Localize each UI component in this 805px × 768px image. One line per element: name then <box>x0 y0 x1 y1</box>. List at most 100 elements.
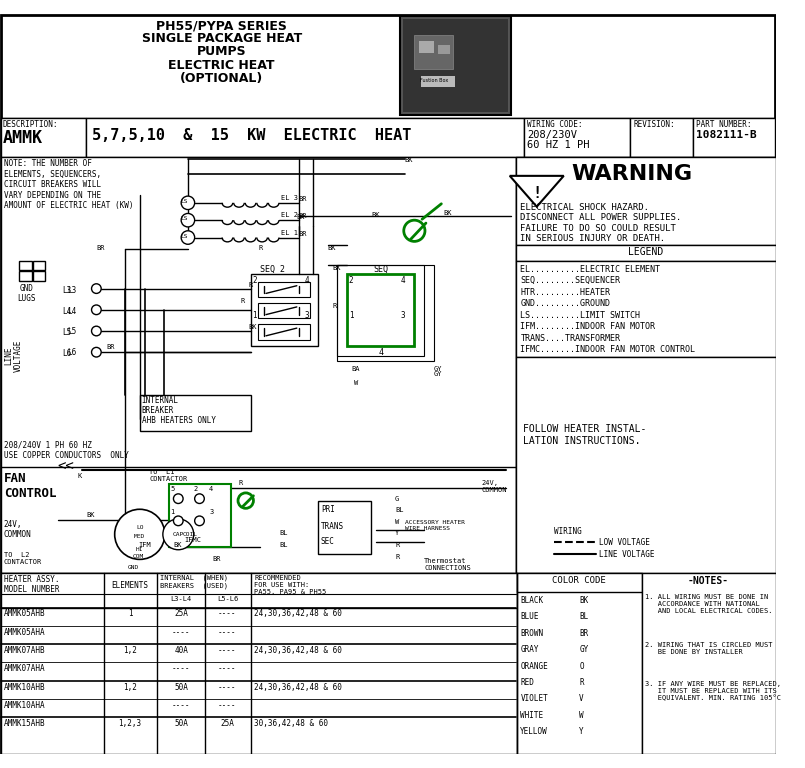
Bar <box>524 118 630 157</box>
Text: LINE
VOLTAGE: LINE VOLTAGE <box>4 340 23 372</box>
Text: R: R <box>241 298 246 304</box>
Text: Y: Y <box>579 727 584 736</box>
Bar <box>400 16 510 115</box>
Text: WHITE: WHITE <box>520 710 543 720</box>
Circle shape <box>404 220 425 241</box>
Text: BK: BK <box>371 211 379 217</box>
Text: HI: HI <box>136 547 143 552</box>
Bar <box>258 303 310 319</box>
Text: GND
LUGS: GND LUGS <box>18 284 36 303</box>
Text: 40A: 40A <box>174 646 188 655</box>
Text: LO: LO <box>136 525 143 530</box>
Bar <box>421 75 455 88</box>
Bar <box>258 324 310 339</box>
Text: 24V,
COMMON: 24V, COMMON <box>4 520 31 539</box>
Text: 4: 4 <box>378 349 383 357</box>
Circle shape <box>181 230 195 244</box>
Text: TO  L2
CONTACTOR: TO L2 CONTACTOR <box>4 551 42 564</box>
Text: ORANGE: ORANGE <box>520 661 548 670</box>
Text: IFM: IFM <box>138 542 151 548</box>
Circle shape <box>92 284 101 293</box>
Text: 1,2: 1,2 <box>123 646 137 655</box>
Text: COM: COM <box>132 554 143 558</box>
Text: TO  L1
CONTACTOR: TO L1 CONTACTOR <box>150 468 188 482</box>
Text: L4: L4 <box>63 307 72 316</box>
Circle shape <box>181 214 195 227</box>
Text: 1: 1 <box>171 509 175 515</box>
Text: ----: ---- <box>172 701 191 710</box>
Bar <box>33 260 45 270</box>
Text: R: R <box>395 542 399 548</box>
Text: 60 HZ 1 PH: 60 HZ 1 PH <box>527 141 589 151</box>
Bar <box>19 271 32 281</box>
Bar <box>402 18 508 112</box>
Text: <<: << <box>58 459 75 473</box>
Polygon shape <box>510 176 564 207</box>
Circle shape <box>173 516 183 525</box>
Bar <box>250 274 318 346</box>
Text: 4: 4 <box>209 486 213 492</box>
Text: R: R <box>258 245 262 251</box>
Text: 2: 2 <box>253 276 257 285</box>
Text: O: O <box>579 661 584 670</box>
Text: ----: ---- <box>218 627 237 637</box>
Text: EL 2: EL 2 <box>282 213 299 218</box>
Text: INTERNAL
BREAKER
AHB HEATERS ONLY: INTERNAL BREAKER AHB HEATERS ONLY <box>142 396 216 425</box>
Text: 3: 3 <box>304 311 309 319</box>
Bar <box>318 501 371 554</box>
Text: GY: GY <box>434 370 442 376</box>
Text: SEQ: SEQ <box>374 264 388 273</box>
Text: R: R <box>579 678 584 687</box>
Text: 1,2: 1,2 <box>123 683 137 692</box>
Text: SEQ 2: SEQ 2 <box>260 264 285 273</box>
Text: AMMK15AHB: AMMK15AHB <box>4 720 45 728</box>
Text: ----: ---- <box>172 664 191 674</box>
Text: 30,36,42,48 & 60: 30,36,42,48 & 60 <box>254 720 328 728</box>
Text: EL..........ELECTRIC ELEMENT: EL..........ELECTRIC ELEMENT <box>520 264 660 273</box>
Text: 3. IF ANY WIRE MUST BE REPLACED,
   IT MUST BE REPLACED WITH ITS
   EQUIVALENT. : 3. IF ANY WIRE MUST BE REPLACED, IT MUST… <box>645 680 781 701</box>
Text: SINGLE PACKAGE HEAT: SINGLE PACKAGE HEAT <box>142 32 302 45</box>
Circle shape <box>163 519 194 550</box>
Text: !: ! <box>532 186 541 200</box>
Bar <box>33 271 45 281</box>
Bar <box>19 260 32 270</box>
Circle shape <box>92 326 101 336</box>
Text: IFM........INDOOR FAN MOTOR: IFM........INDOOR FAN MOTOR <box>520 323 655 331</box>
Text: W: W <box>395 519 399 525</box>
Text: TRANS: TRANS <box>321 521 344 531</box>
Text: 4: 4 <box>401 276 406 285</box>
Text: 1082111-B: 1082111-B <box>696 130 757 140</box>
Circle shape <box>181 196 195 210</box>
Bar <box>515 245 776 260</box>
Text: BR: BR <box>106 345 114 350</box>
Bar <box>355 324 407 339</box>
Text: AMMK07AHA: AMMK07AHA <box>4 664 45 674</box>
Circle shape <box>195 516 204 525</box>
Text: L3-L4: L3-L4 <box>171 596 192 602</box>
Bar <box>337 264 424 356</box>
Text: SEC: SEC <box>321 538 335 546</box>
Text: L6: L6 <box>68 349 76 357</box>
Text: LEGEND: LEGEND <box>628 247 663 257</box>
Text: ELECTRIC HEAT: ELECTRIC HEAT <box>168 59 275 72</box>
Text: 2: 2 <box>194 486 198 492</box>
Circle shape <box>238 493 254 508</box>
Text: V: V <box>579 694 584 703</box>
Text: PH55/PYPA SERIES: PH55/PYPA SERIES <box>156 20 287 33</box>
Text: W: W <box>353 380 358 386</box>
Text: L4: L4 <box>68 307 76 316</box>
Text: GY: GY <box>579 645 588 654</box>
Text: 24,30,36,42,48 & 60: 24,30,36,42,48 & 60 <box>254 610 342 618</box>
Text: 2: 2 <box>349 276 353 285</box>
Bar <box>515 260 776 357</box>
Text: PART NUMBER:: PART NUMBER: <box>696 120 751 129</box>
Text: 1: 1 <box>128 610 132 618</box>
Text: COIL: COIL <box>183 532 197 538</box>
Text: ELEMENTS: ELEMENTS <box>112 581 149 590</box>
Text: 5,7,5,10  &  15  KW  ELECTRIC  HEAT: 5,7,5,10 & 15 KW ELECTRIC HEAT <box>92 127 411 143</box>
Text: BL: BL <box>579 612 588 621</box>
Bar <box>515 157 776 245</box>
Text: INTERNAL  (WHEN)
BREAKERS  (USED): INTERNAL (WHEN) BREAKERS (USED) <box>160 574 228 589</box>
Text: BL: BL <box>279 529 288 535</box>
Text: 24,30,36,42,48 & 60: 24,30,36,42,48 & 60 <box>254 646 342 655</box>
